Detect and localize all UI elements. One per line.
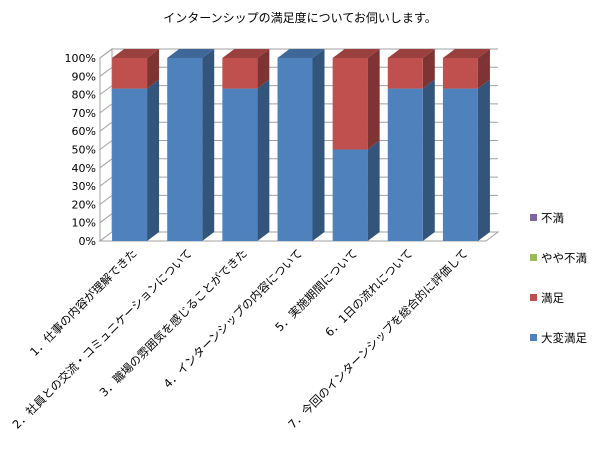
bar-stack [442,49,490,241]
legend-label: 大変満足 [541,331,587,345]
bar-top-満足 [332,49,380,58]
bar-top-満足 [222,49,270,58]
legend-label: 不満 [541,211,564,225]
legend-label: 満足 [541,291,564,305]
bar-stack [332,49,380,241]
bar-side-大変満足 [477,79,490,241]
legend-item: 不満 [530,211,564,225]
legend-item: やや不満 [530,251,587,265]
bar-segment-大変満足 [442,88,478,241]
bar-side-満足 [367,49,380,150]
bar-side-満足 [257,49,270,89]
gridline-side [99,213,113,224]
bar-side-満足 [147,49,160,89]
legend-swatch [530,254,537,261]
bar-segment-大変満足 [222,88,258,241]
bar-segment-満足 [387,58,423,89]
gridline-side [99,103,113,114]
gridline-side [99,194,113,205]
y-tick-label: 10% [72,217,96,230]
y-tick-label: 90% [72,70,96,83]
gridline-side [99,121,113,132]
y-tick-label: 30% [72,180,96,193]
bar-stack [222,49,270,241]
legend-swatch [530,294,537,301]
bar-side-大変満足 [422,79,435,241]
bar-side-大変満足 [312,49,325,241]
bar-side-大変満足 [367,140,380,241]
y-tick-label: 60% [72,125,96,138]
legend-item: 大変満足 [530,331,587,345]
bar-stack [277,49,325,241]
bars [112,49,490,241]
legend-swatch [530,334,537,341]
bar-segment-満足 [222,58,258,89]
bar-side-満足 [477,49,490,89]
y-tick-label: 0% [79,235,96,248]
y-tick-label: 40% [72,162,96,175]
bar-side-大変満足 [147,79,160,241]
bar-stack [387,49,435,241]
gridline-side [99,158,113,169]
bar-stack [112,49,160,241]
gridline-side [99,176,113,187]
y-tick-label: 20% [72,198,96,211]
bar-segment-満足 [112,58,148,89]
bar-top-満足 [442,49,490,58]
y-tick-label: 50% [72,144,96,157]
legend-label: やや不満 [541,251,587,265]
bar-segment-大変満足 [112,88,148,241]
x-tick-label: 1．仕事の内容が理解できた [27,246,140,359]
legend-swatch [530,214,537,221]
bar-top-大変満足 [167,49,215,58]
bar-segment-大変満足 [167,58,203,241]
bar-side-満足 [422,49,435,89]
y-tick-label: 100% [65,52,96,65]
bar-top-満足 [387,49,435,58]
y-tick-label: 80% [72,89,96,102]
gridline-side [99,66,113,77]
bar-side-大変満足 [202,49,215,241]
gridline-side [99,140,113,150]
bar-segment-満足 [442,58,478,89]
gridline-side [99,48,113,59]
bar-segment-大変満足 [277,58,313,241]
bar-segment-大変満足 [332,149,368,241]
bar-stack [167,49,215,241]
y-axis: 0% 10% 20% 30% 40% 50% 60% 70% 80% 90% 100% [65,52,101,248]
legend-item: 満足 [530,291,564,305]
x-axis: 1．仕事の内容が理解できた2．社員との交流・コミュニケーションについて3．職場の… [9,246,470,431]
bar-top-大変満足 [277,49,325,58]
bar-segment-大変満足 [387,88,423,241]
gridline-side [99,85,113,95]
bar-side-大変満足 [257,79,270,241]
bar-segment-満足 [332,58,368,150]
chart-title: インターンシップの満足度についてお伺いします。 [163,10,436,25]
bar-top-満足 [112,49,160,58]
y-tick-label: 70% [72,107,96,120]
